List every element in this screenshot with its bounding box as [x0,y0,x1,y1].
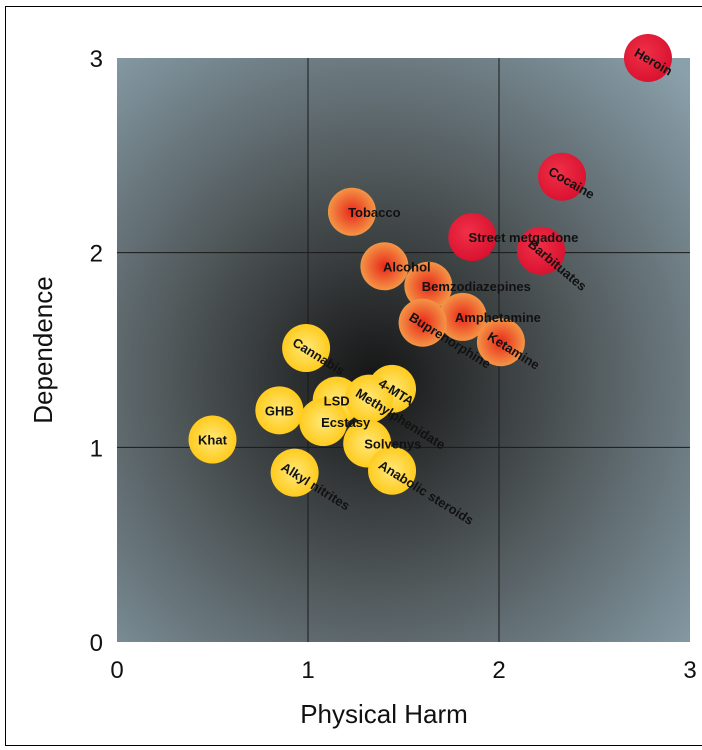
label-bemzodiazepines: Bemzodiazepines [422,279,531,294]
point-bemzodiazepines [404,261,453,310]
point-khat [188,415,237,464]
x-tick-label: 3 [683,657,696,684]
data-points [188,34,672,497]
label-tobacco: Tobacco [348,205,401,220]
point-buprenorphine [398,298,447,347]
label-ghb: GHB [265,403,294,418]
point-cannabis [282,324,331,373]
x-tick-label: 0 [110,657,123,684]
point-ketamine [476,318,525,367]
y-tick-label: 2 [90,241,103,268]
x-tick-label: 2 [492,657,505,684]
point-methylphenidate [345,374,394,423]
y-tick-label: 1 [90,435,103,462]
tick-labels: 0 1 2 3 0 1 2 3 [90,46,697,684]
point-anabolic-steroids [368,446,417,495]
y-axis-title: Dependence [28,276,58,423]
point-cocaine [538,152,587,201]
label-street-metgadone: Street metgadone [469,230,579,245]
label-amphetamine: Amphetamine [455,310,541,325]
label-lsd: LSD [324,394,350,409]
y-tick-label: 0 [90,630,103,657]
x-tick-label: 1 [301,657,314,684]
x-axis-title: Physical Harm [300,699,468,729]
point-ghb [255,386,304,435]
point-alkyl-nitrites [270,448,319,497]
point-ecstasy [299,398,348,447]
label-alcohol: Alcohol [383,259,431,274]
y-tick-label: 3 [90,46,103,73]
point-barbituates [517,226,566,275]
label-ecstasy: Ecstasy [321,415,371,430]
point-alcohol [360,242,409,291]
point-tobacco [327,187,376,236]
point-heroin [623,34,672,82]
point-street-metgadone [448,213,497,262]
plot-area [117,58,690,642]
label-solvenys: Solvenys [364,436,421,451]
point-amphetamine [438,292,487,341]
label-khat: Khat [198,433,228,448]
